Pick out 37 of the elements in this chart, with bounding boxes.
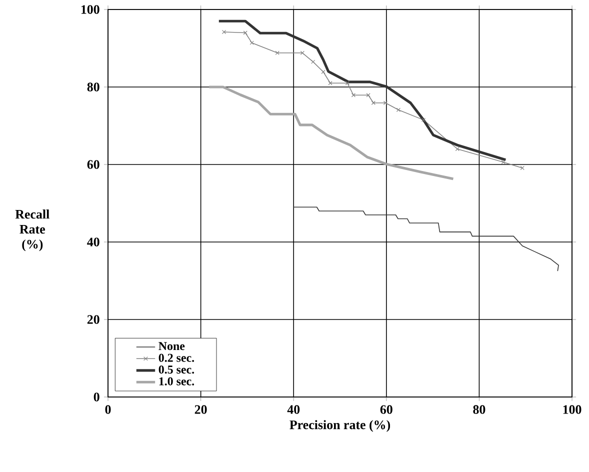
point [321,70,326,74]
line-series [218,20,507,162]
point [501,160,506,164]
legend-label: 0.2 sec. [158,354,194,362]
point [351,93,356,98]
y-tick-label: 40 [87,238,100,246]
point [243,30,248,35]
point [396,108,401,112]
x-tick-label: 80 [473,405,486,414]
point [383,100,388,105]
point [366,93,370,98]
y-tick-label: 80 [87,82,100,92]
legend-label: None [158,342,185,350]
legend-label: 1.0 sec. [159,377,194,386]
line-series [208,86,455,180]
point [250,40,254,45]
y-tick-label: 0 [94,392,100,402]
y-axis-title: Recall Rate (%) [15,210,50,252]
point [345,81,350,86]
y-tick-label: 100 [81,5,100,14]
point [455,146,460,152]
x-tick-label: 0 [105,405,111,414]
x-axis-title: Precision rate (%) [290,420,390,432]
point [275,50,280,55]
point [421,118,426,122]
legend-label: 0.5 sec. [158,366,194,374]
y-tick-label: 20 [87,315,100,324]
point [371,100,376,105]
x-tick-label: 100 [563,405,582,414]
x-tick-label: 40 [287,405,300,414]
y-tick-label: 60 [87,160,100,169]
point [311,60,316,64]
line-series [293,206,559,272]
x-tick-label: 20 [194,405,207,414]
point [328,81,332,86]
x-tick-label: 60 [380,405,392,414]
point [300,50,304,55]
